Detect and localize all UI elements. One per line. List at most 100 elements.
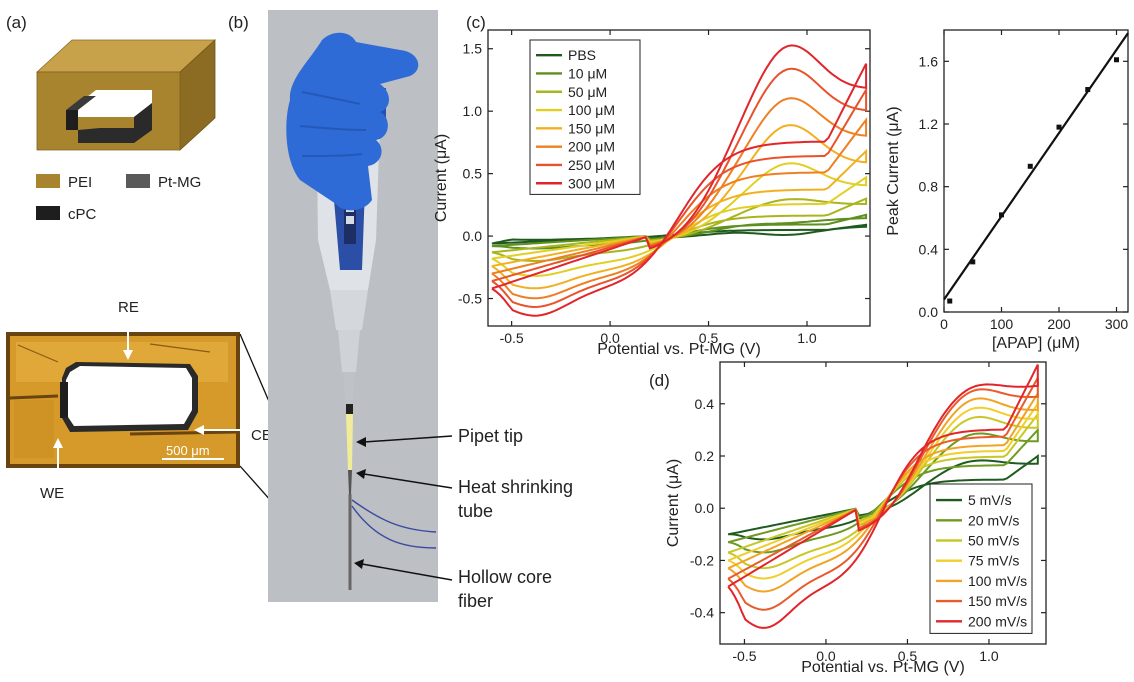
x-tick-label: 0 <box>940 316 948 332</box>
y-tick-label: 1.2 <box>919 116 939 132</box>
y-tick-label: 1.0 <box>463 103 483 119</box>
device-3d-schematic <box>35 39 217 151</box>
series-line <box>491 162 868 277</box>
legend-label: 250 μM <box>568 157 615 173</box>
legend-label: 150 mV/s <box>968 593 1027 609</box>
x-tick-label: 1.0 <box>797 330 817 346</box>
fiber-micrograph: RE CE WE 500 μm <box>6 299 272 502</box>
series-line <box>727 454 1039 541</box>
plot-frame <box>487 29 871 327</box>
x-tick-label: 0.0 <box>816 648 836 664</box>
legend-label: 50 mV/s <box>968 533 1019 549</box>
legend-label: 200 μM <box>568 139 615 155</box>
legend-label: 50 μM <box>568 84 607 100</box>
data-point <box>947 298 953 304</box>
legend-label: 100 μM <box>568 102 615 118</box>
panel-b-label: (b) <box>228 13 249 32</box>
series-line <box>491 97 868 300</box>
y-tick-label: 1.6 <box>919 53 939 69</box>
x-tick-label: -0.5 <box>500 330 524 346</box>
chart-calibration: 0 100 200 300 0.0 0.4 0.8 1.2 1.6 [APAP] (μM) Peak… <box>885 29 1129 352</box>
plot-frame <box>943 29 1129 313</box>
x-axis-label: Potential vs. Pt-MG (V) <box>801 659 965 676</box>
data-point <box>1085 87 1091 93</box>
series-line <box>727 400 1039 580</box>
x-tick-label: -0.5 <box>732 648 756 664</box>
x-tick-label: 1.0 <box>979 648 999 664</box>
chart-cv-concentration: -0.5 0.0 0.5 1.0 -0.5 0.0 0.5 1.0 1.5 Potential v… <box>433 29 871 358</box>
panel-a-label: (a) <box>6 13 27 32</box>
annotation-heat-shrink-1: Heat shrinking <box>458 477 573 497</box>
fit-line <box>943 32 1129 301</box>
legend-swatch-pei <box>36 174 60 188</box>
y-tick-label: 0.0 <box>695 500 715 516</box>
legend-label-cpc: cPC <box>68 206 97 223</box>
legend-label: 150 μM <box>568 120 615 136</box>
y-tick-label: 0.0 <box>463 228 483 244</box>
y-tick-label: 0.5 <box>463 166 483 182</box>
legend-label: 5 mV/s <box>968 492 1012 508</box>
series-line <box>727 364 1039 629</box>
photo-annotations: Pipet tip Heat shrinking tube Hollow cor… <box>354 426 573 611</box>
y-tick-label: 0.2 <box>695 448 715 464</box>
series-line <box>727 411 1039 570</box>
y-tick-label: 0.4 <box>695 396 715 412</box>
micrograph-label-ce: CE <box>251 427 272 444</box>
x-tick-label: 0.5 <box>898 648 918 664</box>
panel-d-label: (d) <box>649 371 670 390</box>
series-line <box>491 44 868 317</box>
legend-label-pei: PEI <box>68 174 92 191</box>
series-line <box>491 124 868 290</box>
x-tick-label: 0.0 <box>600 330 620 346</box>
y-axis-label: Current (μA) <box>665 459 682 547</box>
x-tick-label: 200 <box>1047 316 1071 332</box>
x-axis-label: Potential vs. Pt-MG (V) <box>597 341 761 358</box>
y-tick-label: 0.8 <box>919 179 939 195</box>
data-point <box>1056 124 1062 130</box>
x-axis-label: [APAP] (μM) <box>992 335 1080 352</box>
legend-label: PBS <box>568 47 596 63</box>
data-point <box>1114 57 1119 63</box>
annotation-hollow-core-1: Hollow core <box>458 567 552 587</box>
y-tick-label: -0.5 <box>458 291 482 307</box>
legend-label: 10 μM <box>568 65 607 81</box>
annotation-pipet-tip: Pipet tip <box>458 426 523 446</box>
y-tick-label: -0.2 <box>690 552 714 568</box>
panel-c-label: (c) <box>466 13 486 32</box>
series-line <box>491 197 868 263</box>
annotation-heat-shrink-2: tube <box>458 501 493 521</box>
y-axis-label: Current (μA) <box>433 134 450 222</box>
legend-label: 75 mV/s <box>968 553 1019 569</box>
series-line <box>491 67 868 309</box>
legend-swatch-pt-mg <box>126 174 150 188</box>
legend-box <box>529 39 641 195</box>
y-axis-label: Peak Current (μA) <box>885 106 902 235</box>
legend-label: 300 μM <box>568 175 615 191</box>
legend-label-pt-mg: Pt-MG <box>158 174 201 191</box>
data-point <box>970 259 976 265</box>
legend-label: 100 mV/s <box>968 573 1027 589</box>
chart-legend: PBS 10 μM 50 μM 100 μM 150 μM 200 μM 250 μM 300… <box>529 39 641 195</box>
legend-label: 20 mV/s <box>968 512 1019 528</box>
data-point <box>999 212 1004 218</box>
x-tick-label: 0.5 <box>699 330 719 346</box>
y-tick-label: -0.4 <box>690 605 714 621</box>
scale-bar-label: 500 μm <box>166 443 210 458</box>
legend-swatch-cpc <box>36 206 60 220</box>
micrograph-label-we: WE <box>40 485 64 502</box>
annotation-hollow-core-2: fiber <box>458 591 493 611</box>
x-tick-label: 100 <box>990 316 1014 332</box>
pipette-photo <box>268 10 438 602</box>
chart-legend: 5 mV/s 20 mV/s 50 mV/s 75 mV/s 100 mV/s 150 m… <box>929 483 1033 634</box>
legend-label: 200 mV/s <box>968 613 1027 629</box>
series-line <box>727 377 1039 611</box>
material-legend: PEI Pt-MG cPC <box>36 174 201 223</box>
chart-cv-scanrate: -0.5 0.0 0.5 1.0 -0.4 -0.2 0.0 0.2 0.4 Potential … <box>665 361 1047 676</box>
y-tick-label: 0.4 <box>919 241 939 257</box>
micrograph-label-re: RE <box>118 299 139 316</box>
x-tick-label: 300 <box>1105 316 1129 332</box>
y-tick-label: 0.0 <box>919 304 939 320</box>
legend-box <box>929 483 1033 634</box>
series-line <box>727 427 1039 554</box>
